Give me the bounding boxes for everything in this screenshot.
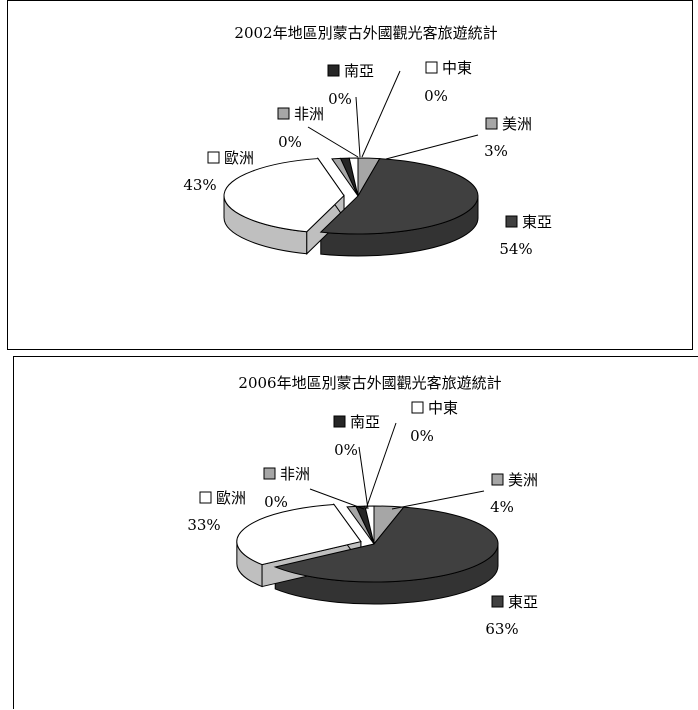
pie-chart-2002: 2002年地區別蒙古外國觀光客旅遊統計美洲3%東亞54%歐洲43%非洲0%南亞0…: [183, 24, 552, 258]
pie-slice-歐洲: [223, 158, 345, 233]
slice-percent-label: 4%: [490, 498, 514, 516]
slice-name-label: 南亞: [344, 62, 374, 80]
pie-slice-歐洲: [236, 503, 362, 566]
slice-name-label: 中東: [428, 399, 458, 417]
slice-percent-label: 0%: [264, 493, 288, 511]
pie-slice-東亞: [273, 506, 499, 583]
slice-name-label: 歐洲: [216, 489, 246, 507]
leader-line: [355, 96, 361, 158]
legend-swatch: [425, 61, 438, 74]
leader-line: [358, 446, 369, 510]
slice-percent-label: 0%: [424, 87, 448, 105]
legend-swatch: [327, 64, 340, 77]
slice-percent-label: 3%: [484, 142, 508, 160]
slice-name-label: 東亞: [508, 593, 538, 611]
slice-percent-label: 54%: [499, 240, 532, 258]
slice-percent-label: 33%: [187, 516, 220, 534]
legend-swatch: [491, 595, 504, 608]
leader-line: [307, 126, 359, 158]
data-label: 東亞 54%: [499, 213, 552, 258]
legend-swatch: [485, 117, 498, 130]
legend-swatch: [505, 215, 518, 228]
slice-name-label: 歐洲: [224, 149, 254, 167]
legend-swatch: [411, 401, 424, 414]
data-label: 中東 0%: [361, 59, 472, 158]
data-label: 非洲 0%: [277, 105, 359, 158]
slice-percent-label: 0%: [328, 90, 352, 108]
slice-percent-label: 63%: [485, 620, 518, 638]
data-label: 歐洲 33%: [187, 489, 246, 534]
slice-name-label: 美洲: [508, 471, 538, 489]
legend-swatch: [333, 415, 346, 428]
legend-swatch: [207, 151, 220, 164]
slice-percent-label: 0%: [334, 441, 358, 459]
slice-name-label: 非洲: [294, 105, 324, 123]
chart-panel-2002: 2002年地區別蒙古外國觀光客旅遊統計 美洲 3% 東亞 54% 歐洲 43% 非洲 0% 南亞 0…: [7, 0, 693, 350]
pie-slice-中東: [348, 157, 359, 197]
slice-percent-label: 0%: [410, 427, 434, 445]
leader-line: [385, 134, 479, 160]
slice-name-label: 非洲: [280, 465, 310, 483]
data-label: 歐洲 43%: [183, 149, 254, 194]
pie-slices: [223, 156, 479, 257]
data-label: 南亞 0%: [333, 413, 380, 510]
legend-swatch: [491, 473, 504, 486]
slice-percent-label: 43%: [183, 176, 216, 194]
slice-name-label: 南亞: [350, 413, 380, 431]
legend-swatch: [277, 107, 290, 120]
leader-line: [309, 488, 365, 510]
data-label: 南亞 0%: [327, 62, 374, 158]
chart-panel-2006: 2006年地區別蒙古外國觀光客旅遊統計美洲 4% 東亞 63% 歐洲 33% 非洲 0% 南亞 0…: [13, 356, 698, 709]
legend-swatch: [199, 491, 212, 504]
leader-line: [365, 422, 397, 510]
data-label: 美洲 4%: [391, 471, 538, 516]
pie-slice-中東: [364, 505, 375, 545]
data-label: 東亞 63%: [485, 593, 538, 638]
data-label: 美洲 3%: [385, 115, 532, 160]
legend-swatch: [263, 467, 276, 480]
pie-slice-東亞: [319, 158, 479, 235]
data-label: 非洲 0%: [263, 465, 365, 511]
slice-name-label: 中東: [442, 59, 472, 77]
slice-percent-label: 0%: [278, 133, 302, 151]
leader-line: [391, 490, 485, 510]
data-label: 中東 0%: [365, 399, 458, 510]
pie-slices: [236, 502, 499, 605]
slice-name-label: 美洲: [502, 115, 532, 133]
chart-title: 2002年地區別蒙古外國觀光客旅遊統計: [234, 24, 497, 42]
leader-line: [361, 70, 401, 158]
slice-name-label: 東亞: [522, 213, 552, 231]
chart-title: 2006年地區別蒙古外國觀光客旅遊統計: [238, 374, 501, 392]
